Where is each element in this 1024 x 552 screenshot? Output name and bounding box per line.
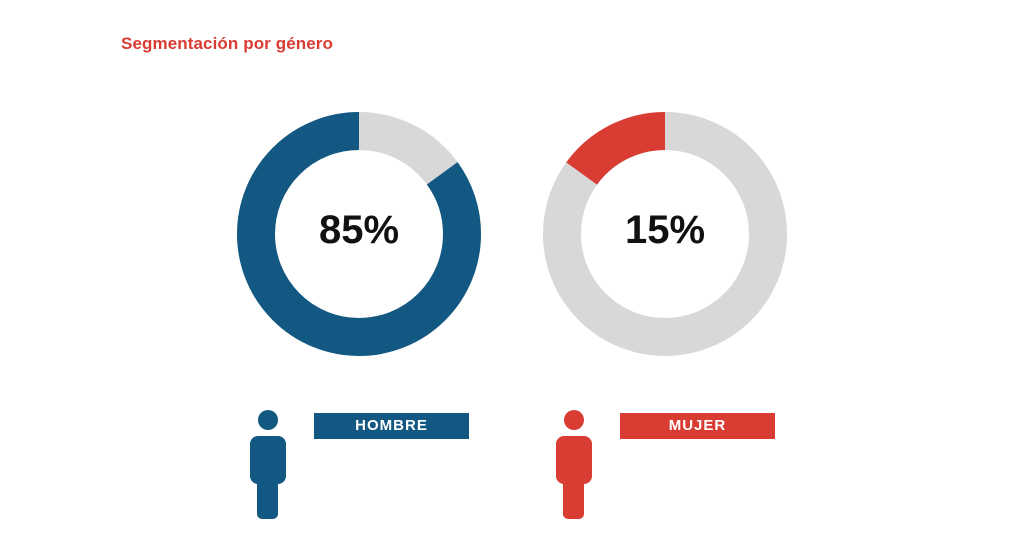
legend-label-mujer: MUJER [620,413,775,439]
percent-label-mujer: 15% [624,208,706,252]
person-icon [556,410,592,519]
legend-label-hombre: HOMBRE [314,413,469,439]
donut-chart-hombre [237,112,481,356]
donut-slice-mujer [543,112,787,356]
donut-slice-hombre [237,112,481,356]
person-icon [250,410,286,519]
percent-label-hombre: 85% [318,208,400,252]
chart-title: Segmentación por género [121,34,334,53]
donut-chart-mujer [543,112,787,356]
